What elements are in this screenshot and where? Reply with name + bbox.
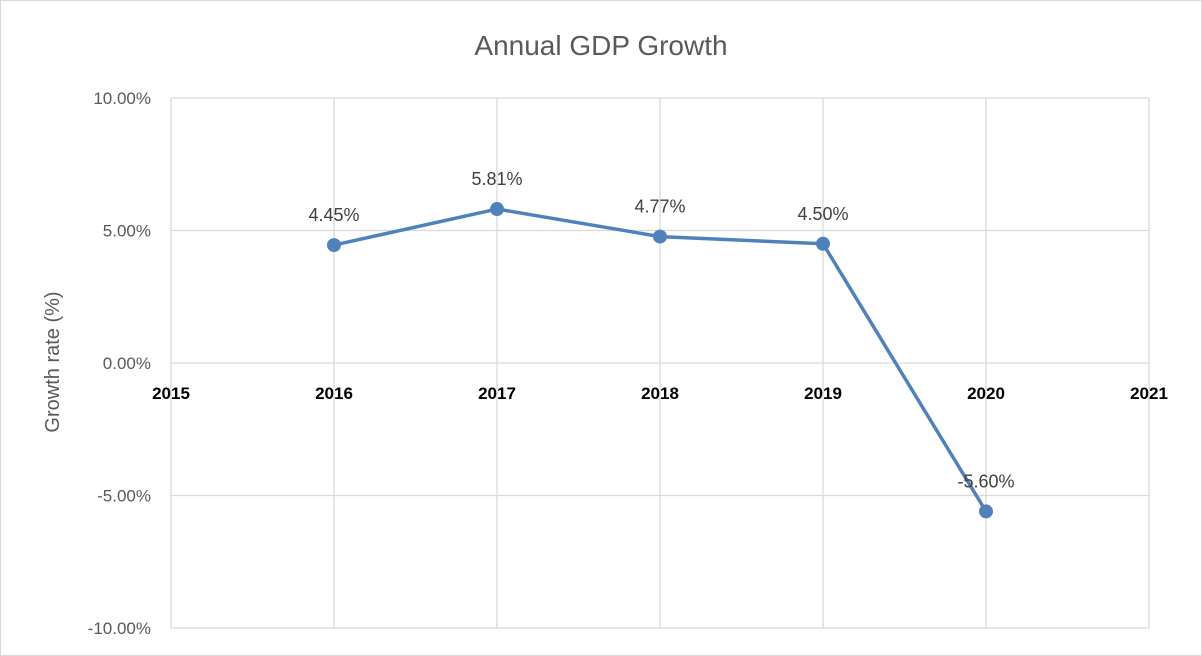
x-tick-label: 2019: [804, 384, 842, 403]
axis-ticks: -10.00% -5.00% 0.00% 5.00% 10.00% 2015 2016 201…: [88, 89, 1168, 638]
x-tick-label: 2021: [1130, 384, 1168, 403]
data-label: -5.60%: [957, 471, 1014, 491]
data-point: [490, 202, 504, 217]
x-tick-label: 2016: [315, 384, 353, 403]
x-tick-label: 2017: [478, 384, 516, 403]
data-label: 4.50%: [797, 204, 848, 224]
gridlines: [170, 97, 1150, 629]
y-tick-label: -10.00%: [88, 619, 151, 638]
y-tick-label: -5.00%: [97, 487, 151, 506]
data-point: [979, 504, 993, 519]
chart-title: Annual GDP Growth: [474, 30, 727, 61]
x-tick-label: 2018: [641, 384, 679, 403]
data-label: 4.45%: [308, 205, 359, 225]
data-point: [653, 229, 667, 244]
data-label: 5.81%: [471, 169, 522, 189]
data-label: 4.77%: [634, 197, 685, 217]
series-gdp-growth: [327, 202, 993, 519]
y-tick-label: 0.00%: [103, 354, 151, 373]
x-tick-label: 2020: [967, 384, 1005, 403]
y-tick-label: 5.00%: [103, 222, 151, 241]
data-point: [327, 238, 341, 253]
y-axis-label: Growth rate (%): [42, 291, 64, 432]
data-labels: 4.45% 5.81% 4.77% 4.50% -5.60%: [308, 169, 1014, 491]
x-tick-label: 2015: [152, 384, 190, 403]
data-point: [816, 236, 830, 251]
y-tick-label: 10.00%: [93, 89, 151, 108]
